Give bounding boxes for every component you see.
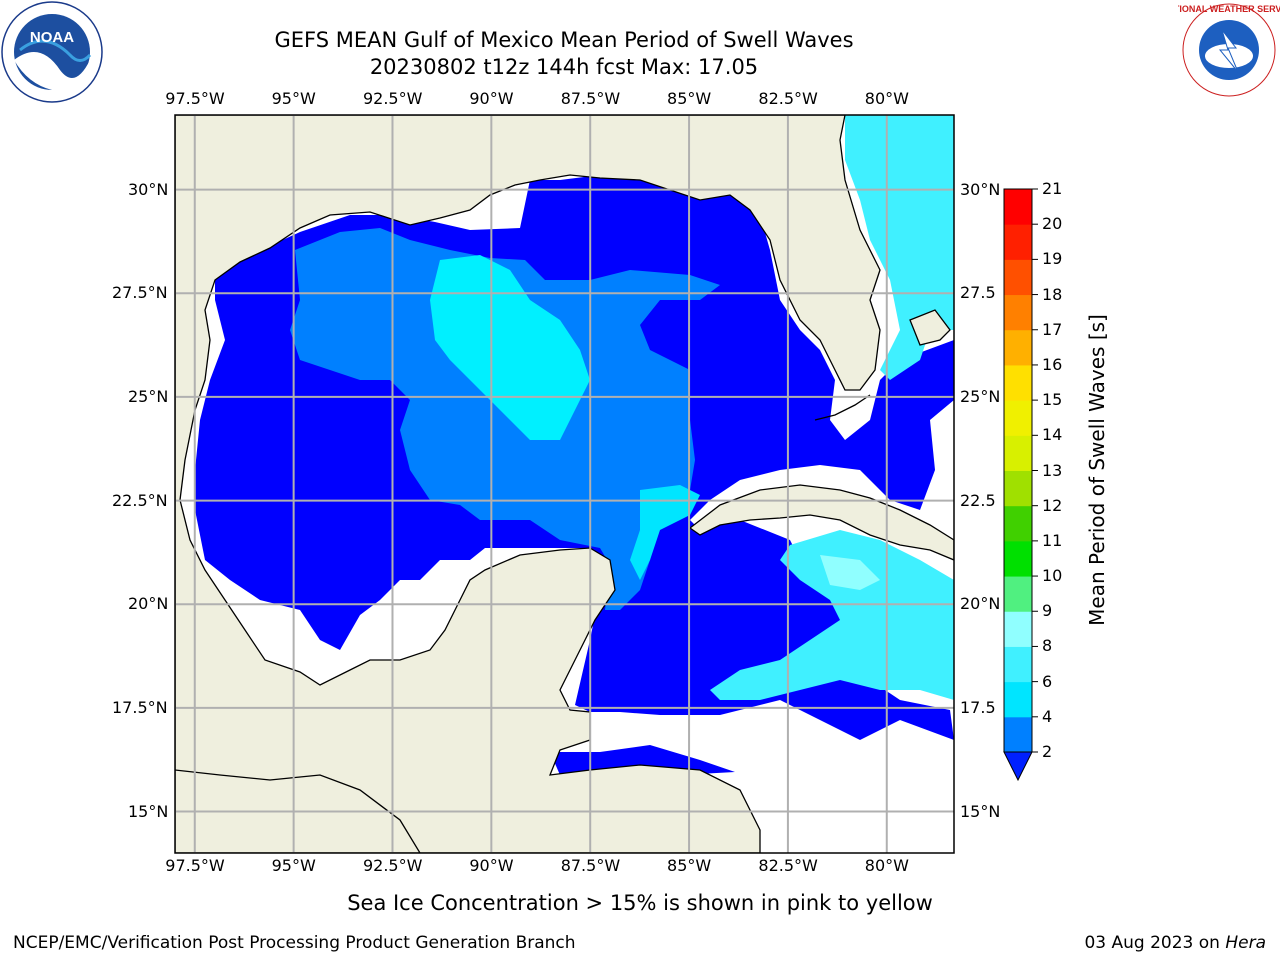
colorbar-swatch <box>1004 646 1032 683</box>
lon-tick-label-top: 85°W <box>667 89 712 108</box>
colorbar-swatch <box>1004 681 1032 718</box>
chart-subtitle: 20230802 t12z 144h fcst Max: 17.05 <box>369 55 759 79</box>
footer-credit: NCEP/EMC/Verification Post Processing Pr… <box>13 933 576 953</box>
lat-tick-label-left: 17.5°N <box>112 697 168 717</box>
colorbar-swatch <box>1004 576 1032 612</box>
colorbar-tick-label: 4 <box>1042 706 1053 726</box>
lon-tick-label-bottom: 85°W <box>667 856 712 875</box>
colorbar-tick-label: 17 <box>1042 319 1063 339</box>
colorbar-swatch <box>1004 716 1032 753</box>
colorbar-swatch <box>1004 294 1032 331</box>
nws-logo: NATIONAL WEATHER SERVICE <box>1178 3 1280 97</box>
lat-tick-label-right: 17.5 <box>960 697 996 717</box>
colorbar-tick-label: 10 <box>1042 566 1063 586</box>
swell-period-4-6s <box>290 228 720 610</box>
colorbar-swatch <box>1004 435 1032 471</box>
footer-date: 03 Aug 2023 on Hera <box>1084 933 1266 953</box>
footer-machine: Hera <box>1225 933 1266 953</box>
lat-tick-label-left: 27.5°N <box>112 283 168 303</box>
lon-tick-label-top: 97.5°W <box>165 89 225 108</box>
land-florida-keys <box>814 394 871 421</box>
lon-tick-label-bottom: 92.5°W <box>362 856 423 875</box>
noaa-logo: NOAA <box>1 1 103 103</box>
colorbar-tick-label: 19 <box>1042 249 1063 269</box>
chart-title: GEFS MEAN Gulf of Mexico Mean Period of … <box>274 28 854 52</box>
lon-tick-label-bottom: 82.5°W <box>758 856 818 875</box>
lat-tick-label-left: 20°N <box>128 594 169 614</box>
lat-tick-label-left: 22.5°N <box>112 490 168 510</box>
swell-period-caribbean-light <box>820 555 880 590</box>
land-cuba <box>688 484 954 561</box>
colorbar-swatch <box>1004 329 1032 366</box>
colorbar-tick-label: 18 <box>1042 284 1063 304</box>
lat-tick-label-right: 20°N <box>960 594 1001 614</box>
colorbar-tick-label: 9 <box>1042 601 1053 621</box>
map-frame <box>174 114 955 854</box>
lon-tick-label-top: 80°W <box>864 89 909 108</box>
lon-tick-label-bottom: 80°W <box>864 856 909 875</box>
lon-tick-label-bottom: 95°W <box>271 856 316 875</box>
colorbar-tick-label: 6 <box>1042 671 1053 691</box>
colorbar-title: Mean Period of Swell Waves [s] <box>1085 314 1109 626</box>
colorbar-tick-label: 20 <box>1042 214 1063 234</box>
colorbar-tick-label: 21 <box>1042 179 1063 198</box>
colorbar-extend-arrow <box>1003 751 1033 782</box>
colorbar-swatch <box>1004 224 1032 260</box>
swell-period-caribbean <box>710 530 954 700</box>
lat-tick-label-right: 15°N <box>960 801 1001 821</box>
lon-tick-label-top: 90°W <box>469 89 514 108</box>
lon-tick-label-bottom: 87.5°W <box>560 856 621 875</box>
colorbar-tick-label: 14 <box>1042 425 1063 445</box>
map-graticule <box>175 115 954 853</box>
colorbar-tick-label: 15 <box>1042 390 1063 410</box>
noaa-logo-text: NOAA <box>30 29 74 46</box>
sea-ice-note: Sea Ice Concentration > 15% is shown in … <box>347 891 933 915</box>
lon-tick-label-top: 87.5°W <box>560 89 621 108</box>
colorbar-swatch <box>1004 189 1032 225</box>
lat-tick-label-right: 30°N <box>960 179 1001 199</box>
lon-tick-label-bottom: 97.5°W <box>165 856 225 875</box>
lon-tick-label-bottom: 90°W <box>469 856 514 875</box>
lat-tick-label-right: 22.5 <box>960 490 996 510</box>
colorbar-swatch <box>1004 364 1032 401</box>
lon-tick-label-top: 82.5°W <box>758 89 818 108</box>
land-bahamas <box>909 309 951 346</box>
colorbar-tick-label: 8 <box>1042 636 1053 656</box>
colorbar-tick-label: 11 <box>1042 530 1063 550</box>
nws-logo-text: NATIONAL WEATHER SERVICE <box>1178 4 1280 14</box>
colorbar-tick-label: 16 <box>1042 354 1063 374</box>
colorbar-swatches <box>1003 188 1038 782</box>
lat-tick-label-right: 27.5 <box>960 283 996 303</box>
colorbar-swatch <box>1004 611 1032 647</box>
colorbar-tick-label: 12 <box>1042 495 1063 515</box>
lat-tick-label-right: 25°N <box>960 386 1001 406</box>
lat-tick-label-left: 15°N <box>128 801 169 821</box>
colorbar-swatch <box>1004 400 1032 436</box>
colorbar-swatch <box>1004 540 1032 577</box>
footer-date-text: 03 Aug 2023 on <box>1084 933 1226 953</box>
swell-period-6-8s <box>430 255 590 440</box>
colorbar-swatch <box>1004 470 1032 507</box>
swell-period-6-8s-south <box>630 485 700 580</box>
lon-tick-label-top: 92.5°W <box>362 89 423 108</box>
colorbar-swatch <box>1004 259 1032 296</box>
colorbar-tick-label: 13 <box>1042 460 1063 480</box>
lat-tick-label-left: 25°N <box>128 386 169 406</box>
colorbar-swatch <box>1004 505 1032 542</box>
lon-tick-label-top: 95°W <box>271 89 316 108</box>
map-content <box>175 115 954 853</box>
colorbar-tick-label: 2 <box>1042 742 1053 761</box>
lat-tick-label-left: 30°N <box>128 179 169 199</box>
